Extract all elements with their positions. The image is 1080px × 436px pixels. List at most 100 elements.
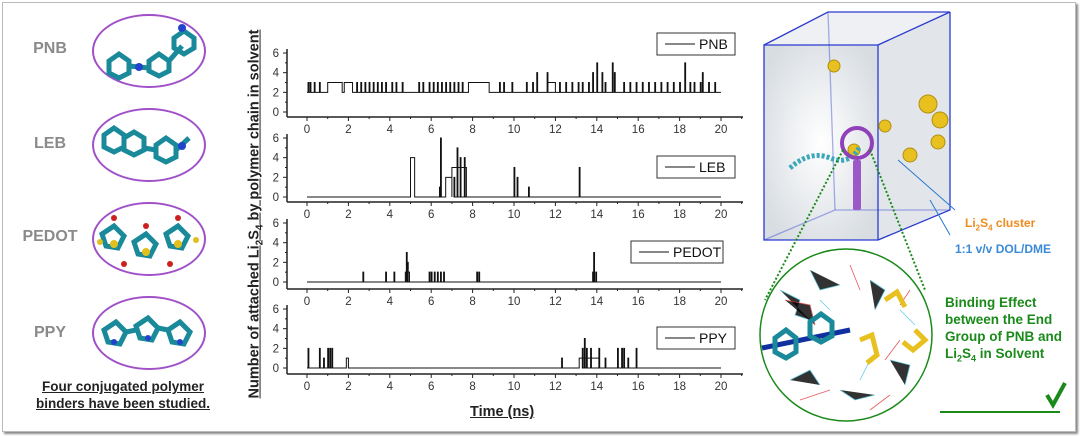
label-part: cluster — [992, 216, 1036, 230]
legend-box — [656, 32, 736, 56]
x-tick-label: 2 — [345, 381, 351, 393]
x-tick-label: 16 — [632, 296, 645, 308]
x-axis-label: Time (ns) — [470, 404, 535, 420]
magnifier-icon — [840, 126, 874, 210]
ppy-molecule-image — [92, 296, 206, 370]
y-tick-label: 2 — [273, 87, 279, 99]
x-tick-label: 20 — [715, 381, 728, 393]
x-tick-label: 14 — [590, 124, 603, 136]
x-tick-label: 2 — [345, 209, 351, 221]
polymer-label-leb: LEB — [34, 135, 66, 152]
pedot-molecule-image — [92, 202, 206, 276]
legend-label: LEB — [699, 159, 725, 175]
binding-sub: 2 — [957, 353, 963, 364]
label-part: S — [980, 216, 989, 230]
x-tick-label: 12 — [549, 296, 562, 308]
series-line-leb — [307, 137, 721, 198]
simulation-illustration — [759, 11, 1067, 422]
y-tick-label: 0 — [273, 192, 279, 204]
x-tick-label: 2 — [345, 296, 351, 308]
x-tick-label: 16 — [632, 124, 645, 136]
y-tick-label: 2 — [273, 172, 279, 184]
x-tick-label: 12 — [549, 209, 562, 221]
y-tick-label: 0 — [273, 363, 279, 375]
x-tick-label: 18 — [673, 296, 686, 308]
y-tick-label: 2 — [273, 343, 279, 355]
legend-label: PEDOT — [673, 244, 722, 260]
series-line-ppy — [307, 338, 721, 369]
y-tick-label: 0 — [273, 107, 279, 119]
polymer-label-pedot: PEDOT — [22, 228, 78, 245]
legend-label: PNB — [699, 36, 728, 52]
x-tick-label: 0 — [304, 296, 310, 308]
x-tick-label: 20 — [715, 124, 728, 136]
y-tick-label: 4 — [273, 153, 280, 165]
series-line-pnb — [307, 62, 721, 93]
x-tick-label: 14 — [590, 296, 603, 308]
binding-effect-text: Binding Effect between the End Group of … — [945, 294, 1065, 368]
y-tick-label: 2 — [273, 257, 279, 269]
y-tick-label: 6 — [273, 218, 279, 230]
x-tick-label: 2 — [345, 124, 351, 136]
x-tick-label: 20 — [715, 209, 728, 221]
label-sub: 4 — [988, 223, 993, 233]
x-tick-label: 6 — [428, 381, 434, 393]
x-tick-label: 18 — [673, 209, 686, 221]
li2s4-cluster-label: Li2S4 cluster — [965, 216, 1035, 232]
x-tick-label: 10 — [508, 209, 521, 221]
x-tick-label: 14 — [590, 381, 603, 393]
x-tick-label: 4 — [387, 124, 394, 136]
legend-box — [656, 155, 736, 179]
leb-molecule-image — [92, 108, 206, 182]
binding-part: in Solvent — [976, 346, 1045, 361]
legend-label: PPY — [699, 330, 728, 346]
simulation-box — [763, 11, 951, 241]
label-part: Li — [965, 216, 976, 230]
x-tick-label: 0 — [304, 209, 310, 221]
checkmark-icon — [1045, 382, 1067, 410]
x-tick-label: 10 — [508, 296, 521, 308]
x-tick-label: 8 — [469, 381, 475, 393]
x-tick-label: 16 — [632, 381, 645, 393]
zoomed-binding-view — [759, 248, 933, 422]
x-tick-label: 14 — [590, 209, 603, 221]
x-tick-label: 18 — [673, 124, 686, 136]
x-tick-label: 4 — [387, 209, 394, 221]
x-tick-label: 18 — [673, 381, 686, 393]
label-sub: 2 — [975, 223, 981, 233]
x-tick-label: 8 — [469, 124, 475, 136]
polymer-label-pnb: PNB — [33, 40, 67, 57]
legend-box — [656, 326, 736, 350]
x-tick-label: 6 — [428, 124, 434, 136]
x-tick-label: 10 — [508, 381, 521, 393]
legend-box — [630, 240, 724, 264]
pnb-molecule-image — [92, 14, 206, 88]
caption: Four conjugated polymer binders have bee… — [35, 379, 211, 411]
x-tick-label: 0 — [304, 124, 310, 136]
x-tick-label: 20 — [715, 296, 728, 308]
x-tick-label: 6 — [428, 296, 434, 308]
polymer-label-ppy: PPY — [33, 324, 66, 341]
y-tick-label: 4 — [273, 68, 280, 80]
x-tick-label: 4 — [387, 296, 394, 308]
y-tick-label: 6 — [273, 304, 279, 316]
y-tick-label: 4 — [273, 324, 280, 336]
x-tick-label: 16 — [632, 209, 645, 221]
y-tick-label: 0 — [273, 277, 279, 289]
series-line-pedot — [307, 252, 721, 283]
y-tick-label: 6 — [273, 48, 279, 60]
binding-part: S — [962, 346, 972, 361]
x-tick-label: 10 — [508, 124, 521, 136]
x-tick-label: 8 — [469, 296, 475, 308]
y-tick-label: 6 — [273, 133, 279, 145]
x-tick-label: 12 — [549, 124, 562, 136]
binding-part: Binding Effect between the End Group of … — [945, 295, 1062, 361]
x-tick-label: 12 — [549, 381, 562, 393]
x-tick-label: 6 — [428, 209, 434, 221]
pointer-arrows — [897, 159, 956, 236]
y-tick-label: 4 — [273, 238, 280, 250]
x-tick-label: 8 — [469, 209, 475, 221]
binding-sub: 4 — [971, 353, 977, 364]
